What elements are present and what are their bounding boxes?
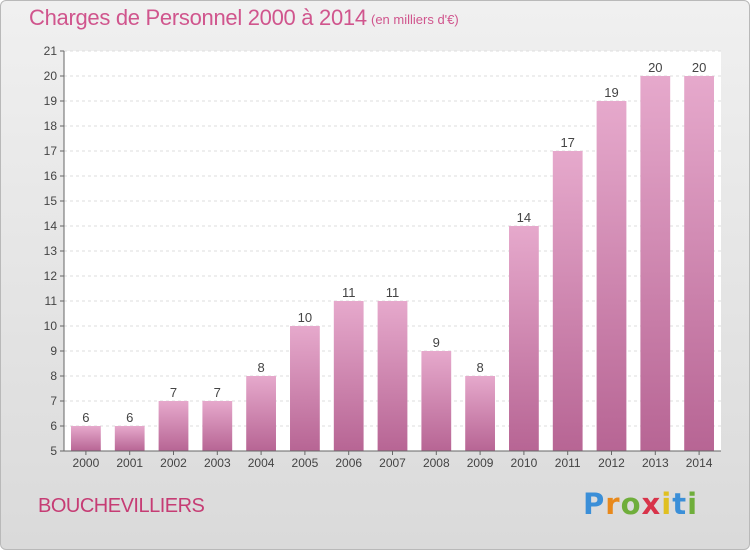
bar bbox=[596, 101, 627, 451]
bar bbox=[552, 151, 583, 451]
bar bbox=[71, 426, 101, 451]
y-tick-label: 5 bbox=[50, 444, 57, 458]
y-tick-label: 9 bbox=[50, 344, 57, 358]
labels: 6 6 7 7 8 10 11 11 9 8 14 17 19 20 20 bbox=[82, 60, 706, 425]
bar bbox=[158, 401, 189, 451]
data-label: 6 bbox=[126, 410, 133, 425]
y-tick-label: 11 bbox=[45, 294, 58, 308]
x-tick-label: 2009 bbox=[467, 456, 494, 470]
bar bbox=[114, 426, 145, 451]
x-tick-label: 2005 bbox=[292, 456, 319, 470]
commune-name: BOUCHEVILLIERS bbox=[38, 495, 205, 517]
y-tick-label: 7 bbox=[50, 394, 57, 408]
y-tick-label: 13 bbox=[44, 244, 58, 258]
x-tick-label: 2010 bbox=[511, 456, 538, 470]
data-label: 11 bbox=[386, 285, 400, 300]
y-tick-label: 18 bbox=[44, 119, 58, 133]
x-tick-label: 2008 bbox=[423, 456, 450, 470]
data-label: 14 bbox=[517, 210, 531, 225]
data-label: 8 bbox=[476, 360, 483, 375]
x-tick-label: 2013 bbox=[642, 456, 669, 470]
proxiti-logo: Proxiti bbox=[583, 487, 698, 521]
x-tick-label: 2001 bbox=[116, 456, 143, 470]
x-tick-label: 2003 bbox=[204, 456, 231, 470]
logo-letter: r bbox=[605, 487, 621, 521]
chart-title: Charges de Personnel 2000 à 2014 bbox=[29, 5, 367, 30]
x-tick-label: 2014 bbox=[686, 456, 713, 470]
x-tick-label: 2004 bbox=[248, 456, 275, 470]
data-label: 7 bbox=[214, 385, 221, 400]
bar bbox=[509, 226, 539, 451]
x-tick-label: 2011 bbox=[555, 456, 581, 470]
bar bbox=[640, 76, 671, 451]
bar bbox=[465, 376, 495, 451]
logo-letter: i bbox=[687, 487, 699, 521]
data-label: 11 bbox=[342, 285, 356, 300]
y-tick-label: 12 bbox=[44, 269, 58, 283]
data-label: 19 bbox=[604, 85, 618, 100]
y-tick-label: 14 bbox=[44, 219, 58, 233]
y-tick-label: 19 bbox=[44, 94, 58, 108]
data-label: 9 bbox=[433, 335, 440, 350]
x-tick-label: 2000 bbox=[73, 456, 100, 470]
x-tick-label: 2007 bbox=[379, 456, 406, 470]
logo-letter: i bbox=[661, 487, 673, 521]
data-label: 7 bbox=[170, 385, 177, 400]
x-tick-label: 2002 bbox=[160, 456, 187, 470]
data-label: 17 bbox=[560, 135, 574, 150]
bar bbox=[246, 376, 276, 451]
y-tick-label: 6 bbox=[50, 419, 57, 433]
data-label: 10 bbox=[298, 310, 312, 325]
chart-subtitle: (en milliers d'€) bbox=[371, 12, 459, 27]
data-label: 8 bbox=[257, 360, 264, 375]
logo-letter: o bbox=[620, 487, 642, 521]
y-tick-label: 17 bbox=[44, 144, 58, 158]
axes: 5 6 7 8 9 10 11 12 13 14 15 16 17 18 19 20 21 2000 2001 200… bbox=[44, 44, 721, 470]
y-tick-label: 21 bbox=[44, 44, 58, 58]
bar bbox=[290, 326, 320, 451]
y-tick-label: 10 bbox=[44, 319, 58, 333]
bar bbox=[333, 301, 364, 451]
bar bbox=[202, 401, 233, 451]
logo-letter: P bbox=[583, 487, 606, 521]
bars bbox=[71, 76, 714, 451]
data-label: 20 bbox=[692, 60, 706, 75]
x-tick-label: 2012 bbox=[598, 456, 625, 470]
logo-letter: t bbox=[672, 487, 688, 521]
y-tick-label: 20 bbox=[44, 69, 58, 83]
data-label: 20 bbox=[648, 60, 662, 75]
y-tick-label: 16 bbox=[44, 169, 58, 183]
y-tick-label: 8 bbox=[50, 369, 57, 383]
bar bbox=[684, 76, 714, 451]
logo-letter: x bbox=[641, 487, 662, 521]
x-tick-label: 2006 bbox=[335, 456, 362, 470]
y-tick-label: 15 bbox=[44, 194, 58, 208]
data-label: 6 bbox=[82, 410, 89, 425]
bar bbox=[421, 351, 452, 451]
bar bbox=[377, 301, 408, 451]
